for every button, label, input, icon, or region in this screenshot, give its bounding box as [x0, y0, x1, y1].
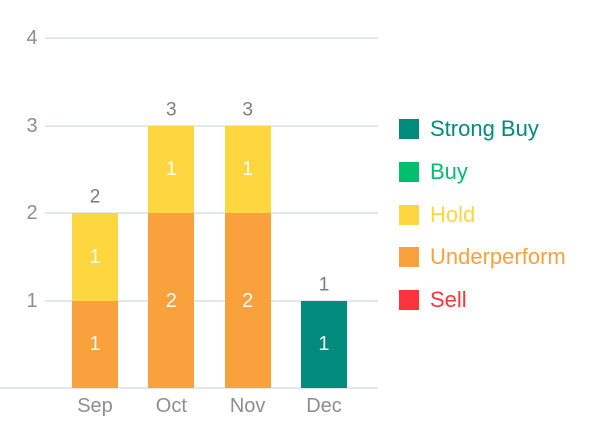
bar-segment-hold-sep[interactable]: 1 — [72, 213, 118, 301]
y-tick-label-4: 4 — [26, 27, 38, 50]
legend-item-underperform[interactable]: Underperform — [399, 246, 566, 268]
bar-segment-underperform-sep[interactable]: 1 — [72, 300, 118, 388]
legend-swatch-buy — [399, 161, 419, 182]
legend-swatch-sell — [399, 290, 419, 310]
bar-value-label: 2 — [165, 289, 177, 312]
y-tick-label-3: 3 — [26, 114, 38, 137]
y-tick-label-2: 2 — [26, 202, 38, 225]
gridline-3 — [45, 124, 378, 127]
x-axis-label-nov: Nov — [229, 395, 266, 417]
legend-label-sell: Sell — [430, 287, 467, 312]
bar-total-label-nov: 3 — [242, 99, 253, 121]
bar-total-label-sep: 2 — [89, 186, 101, 208]
bar-value-label: 1 — [89, 245, 101, 268]
bar-segment-strong-buy-dec[interactable]: 1 — [300, 300, 347, 388]
bar-value-label: 1 — [165, 158, 177, 181]
bar-value-label: 1 — [242, 158, 254, 181]
legend-item-hold[interactable]: Hold — [399, 201, 476, 227]
x-axis-label-dec: Dec — [306, 395, 342, 417]
y-tick-label-1: 1 — [26, 289, 38, 312]
legend-swatch-strong-buy — [399, 119, 419, 139]
legend-swatch-hold — [399, 204, 419, 225]
bar-value-label: 1 — [89, 333, 101, 356]
x-axis-label-oct: Oct — [155, 395, 187, 417]
legend-swatch-underperform — [399, 247, 419, 268]
legend-label-underperform: Underperform — [430, 244, 566, 270]
legend-label-hold: Hold — [430, 201, 476, 227]
legend-label-strong-buy: Strong Buy — [430, 116, 539, 141]
bar-value-label: 1 — [318, 333, 330, 356]
gridline-2 — [45, 212, 378, 215]
gridline-0 — [0, 387, 378, 389]
bar-total-label-oct: 3 — [166, 99, 177, 121]
bar-segment-hold-oct[interactable]: 1 — [148, 125, 195, 214]
bar-total-label-dec: 1 — [318, 274, 330, 296]
gridline-4 — [45, 37, 378, 40]
bar-segment-hold-nov[interactable]: 1 — [224, 125, 271, 214]
x-axis-label-sep: Sep — [77, 395, 113, 417]
legend-item-strong-buy[interactable]: Strong Buy — [399, 118, 539, 140]
legend-label-buy: Buy — [430, 158, 468, 184]
bar-value-label: 2 — [242, 289, 254, 312]
gridline-1 — [45, 299, 378, 302]
bar-segment-underperform-nov[interactable]: 2 — [224, 213, 271, 388]
legend-item-buy[interactable]: Buy — [399, 158, 468, 184]
legend-item-sell[interactable]: Sell — [399, 289, 467, 311]
bar-segment-underperform-oct[interactable]: 2 — [148, 213, 195, 388]
